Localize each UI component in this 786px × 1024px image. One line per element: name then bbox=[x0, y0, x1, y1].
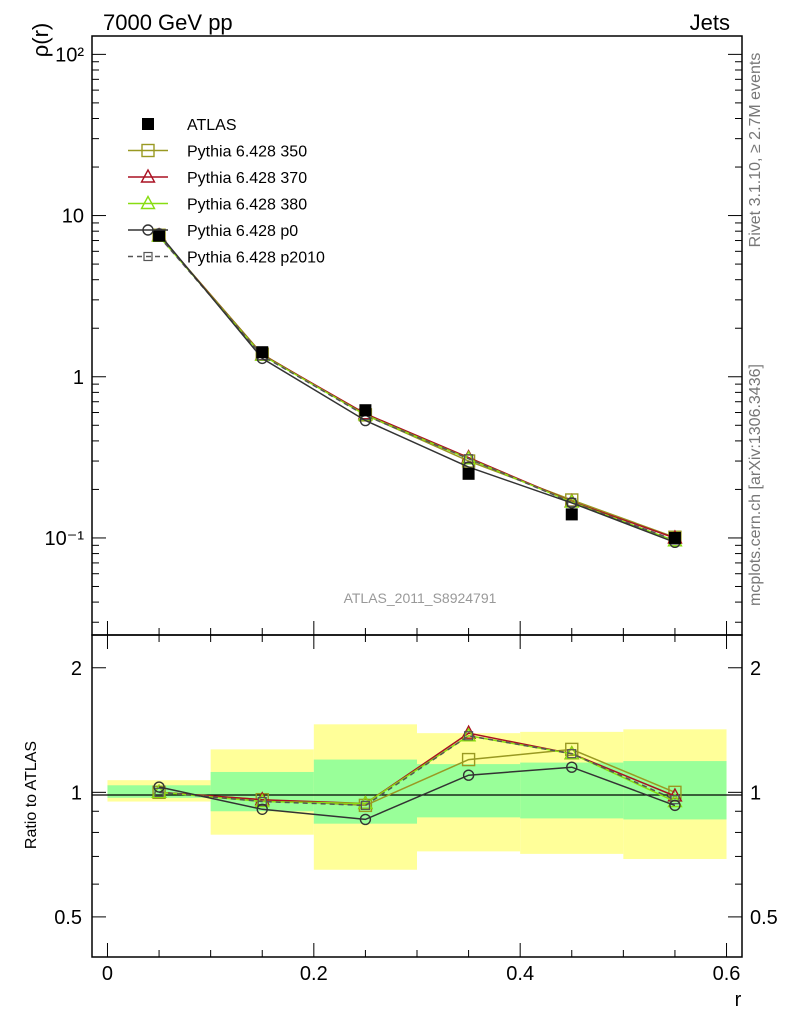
ratio-point-pythia-6-428-p2010 bbox=[567, 749, 577, 759]
data-point-pythia-6-428-380 bbox=[460, 450, 477, 465]
legend-label-pythia-6-428-350: Pythia 6.428 350 bbox=[187, 144, 307, 161]
main-y-tick-label: 10² bbox=[55, 44, 84, 66]
legend-marker-pythia-6-428-370 bbox=[140, 168, 156, 183]
data-point-atlas bbox=[668, 531, 681, 544]
legend-marker-atlas bbox=[142, 118, 154, 130]
series-atlas bbox=[153, 229, 681, 544]
ratio-y-axis-label: Ratio to ATLAS bbox=[23, 741, 40, 849]
x-tick-label: 0.4 bbox=[506, 963, 534, 985]
ratio-series-layer bbox=[151, 724, 683, 826]
ratio-point-pythia-6-428-380 bbox=[667, 793, 683, 808]
ratio-y-tick-label-right: 2 bbox=[750, 658, 761, 680]
ratio-series-pythia-6-428-p2010 bbox=[154, 731, 680, 810]
x-tick-label: 0 bbox=[102, 963, 113, 985]
legend-marker-pythia-6-428-p0 bbox=[142, 224, 154, 236]
data-point-atlas bbox=[359, 404, 372, 417]
ratio-point-pythia-6-428-p2010 bbox=[670, 795, 680, 805]
ratio-point-pythia-6-428-p0 bbox=[359, 813, 372, 826]
legend-entry-atlas: ATLAS bbox=[142, 117, 237, 134]
main-y-tick-label: 1 bbox=[73, 367, 84, 389]
x-axis-label: r bbox=[735, 989, 742, 1011]
ratio-point-pythia-6-428-380 bbox=[460, 727, 477, 742]
main-y-axis: 10⁻¹ 1 10 10² bbox=[45, 44, 742, 623]
main-plot-panel: 10⁻¹ 1 10 10² bbox=[45, 35, 743, 636]
category-label: Jets bbox=[690, 10, 730, 35]
ratio-plot-panel: 0.5 0.5 1 1 2 2 0 0.2 0.4 0.6 bbox=[54, 634, 778, 985]
legend: ATLAS Pythia 6.428 350 Pythia 6.428 370 Pyt… bbox=[128, 117, 325, 267]
legend-entry-pythia-6-428-p0: Pythia 6.428 p0 bbox=[128, 223, 298, 240]
legend-label-pythia-6-428-p2010: Pythia 6.428 p2010 bbox=[187, 250, 325, 267]
ratio-uncertainty-bands bbox=[107, 724, 727, 870]
ratio-point-pythia-6-428-p0 bbox=[153, 781, 165, 793]
mcplots-source-note: mcplots.cern.ch [arXiv:1306.3436] bbox=[747, 364, 764, 606]
ratio-point-pythia-6-428-p0 bbox=[566, 761, 578, 773]
ratio-point-pythia-6-428-350 bbox=[668, 785, 682, 800]
ratio-y-tick-label-left: 2 bbox=[71, 658, 82, 680]
ratio-point-pythia-6-428-p2010 bbox=[257, 796, 267, 807]
legend-marker-pythia-6-428-380 bbox=[140, 195, 156, 210]
ratio-point-pythia-6-428-350 bbox=[565, 742, 579, 757]
ratio-point-pythia-6-428-p0 bbox=[256, 803, 268, 815]
main-y-tick-label: 10 bbox=[62, 206, 84, 228]
main-y-tick-label: 10⁻¹ bbox=[45, 528, 85, 550]
data-point-atlas bbox=[565, 508, 578, 521]
main-x-ticks bbox=[106, 621, 728, 635]
ratio-y-tick-label-right: 0.5 bbox=[750, 907, 778, 929]
legend-marker-pythia-6-428-p2010 bbox=[143, 251, 153, 262]
legend-label-pythia-6-428-p0: Pythia 6.428 p0 bbox=[187, 223, 298, 240]
ratio-y-tick-label-left: 1 bbox=[71, 782, 82, 804]
legend-entry-pythia-6-428-p2010: Pythia 6.428 p2010 bbox=[128, 250, 325, 267]
analysis-id-label: ATLAS_2011_S8924791 bbox=[344, 590, 497, 606]
ratio-point-pythia-6-428-350 bbox=[461, 752, 476, 767]
legend-label-pythia-6-428-370: Pythia 6.428 370 bbox=[187, 170, 307, 187]
data-point-atlas bbox=[153, 229, 166, 242]
series-line-pythia-6-428-p0 bbox=[158, 233, 676, 544]
ratio-y-tick-label-left: 0.5 bbox=[54, 907, 82, 929]
rivet-version-note: Rivet 3.1.10, ≥ 2.7M events bbox=[747, 53, 764, 248]
ratio-y-axis: 0.5 0.5 1 1 2 2 bbox=[54, 658, 778, 958]
ratio-point-pythia-6-428-p0 bbox=[669, 799, 681, 812]
ratio-inner-band bbox=[313, 759, 417, 824]
ratio-x-axis: 0 0.2 0.4 0.6 bbox=[102, 635, 741, 985]
ratio-point-pythia-6-428-p2010 bbox=[154, 787, 164, 797]
legend-entry-pythia-6-428-350: Pythia 6.428 350 bbox=[128, 144, 307, 161]
ratio-line-pythia-6-428-p2010 bbox=[159, 735, 676, 807]
ratio-y-tick-label-right: 1 bbox=[750, 782, 761, 804]
data-point-atlas bbox=[462, 467, 475, 480]
legend-marker-pythia-6-428-350 bbox=[141, 143, 155, 158]
ratio-series-pythia-6-428-p0 bbox=[153, 761, 681, 826]
legend-entry-pythia-6-428-370: Pythia 6.428 370 bbox=[128, 168, 307, 187]
ratio-line-pythia-6-428-p0 bbox=[158, 766, 676, 821]
legend-label-atlas: ATLAS bbox=[187, 117, 237, 134]
main-series-layer bbox=[151, 227, 683, 548]
ratio-point-pythia-6-428-p0 bbox=[462, 769, 475, 781]
top-y-axis-label: ρ(r) bbox=[28, 23, 53, 58]
data-point-pythia-6-428-p0 bbox=[566, 497, 578, 509]
legend-label-pythia-6-428-380: Pythia 6.428 380 bbox=[187, 197, 307, 214]
x-tick-label: 0.6 bbox=[713, 963, 741, 985]
ratio-point-pythia-6-428-p2010 bbox=[360, 800, 371, 810]
x-tick-label: 0.2 bbox=[300, 963, 328, 985]
legend-entry-pythia-6-428-380: Pythia 6.428 380 bbox=[128, 195, 307, 214]
data-point-atlas bbox=[256, 346, 269, 359]
process-label: 7000 GeV pp bbox=[103, 10, 233, 35]
ratio-point-pythia-6-428-p2010 bbox=[463, 731, 474, 741]
